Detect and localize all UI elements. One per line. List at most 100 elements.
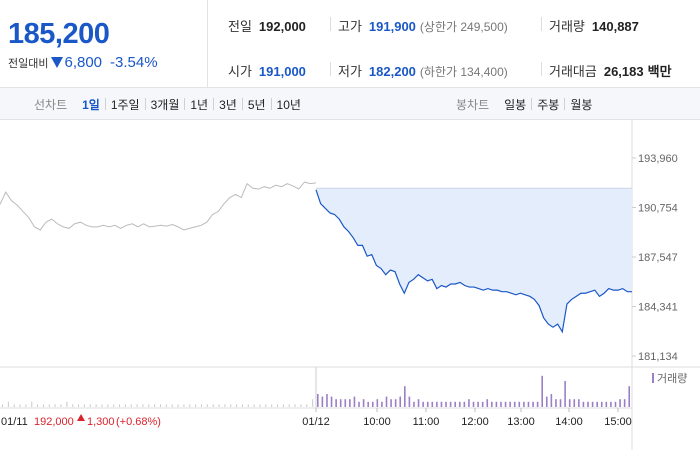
volume-bar-prev — [218, 404, 220, 407]
volume-bar — [417, 399, 420, 407]
x-tick-label: 12:00 — [461, 416, 489, 428]
volume-bar — [495, 401, 498, 407]
toolbar-divider — [184, 98, 186, 110]
stat-amount: 거래대금 26,183 백만 — [549, 61, 672, 80]
volume-bar-prev — [25, 404, 27, 407]
volume-bar — [436, 401, 438, 407]
volume-bar — [326, 394, 328, 407]
volume-bar — [454, 401, 456, 407]
candle-tab-1[interactable]: 주봉 — [537, 97, 560, 112]
toolbar-divider — [564, 98, 566, 110]
up-arrow-icon — [77, 414, 85, 421]
line-chart-periods: 선차트 1일 1주일 3개월 1년 3년 5년 10년 — [34, 88, 306, 120]
volume-bar-prev — [300, 404, 302, 407]
volume-bar — [541, 375, 544, 407]
volume-bar — [513, 401, 516, 407]
volume-bar — [321, 396, 324, 407]
volume-bar-prev — [119, 404, 121, 407]
toolbar-divider — [270, 98, 272, 110]
x-tick-label: 01/12 — [302, 416, 330, 428]
volume-bar-prev — [13, 404, 15, 407]
volume-bar-prev — [7, 401, 9, 407]
volume-bar — [582, 401, 585, 407]
toolbar-divider — [213, 98, 215, 110]
volume-bar-prev — [37, 404, 39, 407]
volume-bar-prev — [294, 404, 296, 407]
volume-bar-prev — [189, 404, 191, 407]
volume-bar — [463, 401, 466, 407]
volume-bar — [596, 401, 598, 407]
change-percent: -3.54% — [110, 54, 158, 71]
stat-label: 거래대금 — [549, 64, 597, 79]
stat-open: 시가 191,000 — [228, 61, 306, 80]
volume-bar — [614, 401, 617, 407]
volume-bar-prev — [160, 404, 161, 407]
volume-bar — [344, 399, 347, 407]
volume-bar — [600, 401, 603, 407]
volume-bar — [491, 401, 493, 407]
period-tab-3[interactable]: 1년 — [190, 97, 209, 112]
stat-prev-close: 전일 192,000 — [228, 16, 306, 35]
volume-legend-label: 거래량 — [657, 372, 687, 385]
volume-bar-prev — [212, 404, 214, 407]
volume-bar — [376, 399, 379, 407]
candle-tab-0[interactable]: 일봉 — [504, 97, 527, 112]
stat-limit: (하한가 134,400) — [419, 65, 508, 79]
y-tick-label: 190,754 — [638, 203, 678, 215]
volume-bar-prev — [83, 404, 85, 407]
volume-bar — [568, 399, 571, 407]
change-label: 전일대비 — [8, 57, 49, 70]
volume-bar — [385, 396, 388, 407]
volume-bar — [619, 399, 621, 407]
volume-bar — [431, 401, 434, 407]
volume-bar-prev — [183, 404, 185, 407]
volume-bar — [413, 401, 415, 407]
stat-label: 고가 — [338, 19, 362, 34]
volume-bar-prev — [78, 404, 80, 407]
volume-bar-prev — [124, 404, 126, 407]
candle-tab-2[interactable]: 월봉 — [570, 97, 593, 112]
volume-bar — [564, 381, 566, 407]
period-tab-5[interactable]: 5년 — [247, 97, 266, 112]
toolbar-divider — [531, 98, 533, 110]
period-tab-4[interactable]: 3년 — [219, 97, 237, 112]
volume-bar — [426, 401, 429, 407]
volume-bar-prev — [247, 404, 249, 407]
volume-bar-prev — [31, 401, 33, 407]
period-tab-2[interactable]: 3개월 — [150, 97, 180, 112]
period-tab-0[interactable]: 1일 — [82, 97, 100, 112]
volume-bar — [330, 396, 333, 407]
volume-bar-prev — [165, 404, 167, 407]
volume-bar — [399, 396, 402, 407]
price-chart: 193,960 190,754 187,547 184,341 181,134 거래량 01… — [0, 120, 700, 450]
volume-bar-prev — [154, 404, 156, 407]
volume-bar — [362, 399, 365, 407]
volume-bar — [339, 399, 342, 407]
stat-high: 고가 191,900 (상한가 249,500) — [338, 16, 508, 35]
volume-bar — [605, 401, 608, 407]
volume-bar — [317, 394, 319, 407]
stat-label: 시가 — [228, 64, 252, 79]
volume-bar — [628, 386, 631, 407]
volume-bar — [335, 399, 337, 407]
volume-bar — [404, 386, 406, 407]
volume-bar-prev — [259, 404, 261, 407]
volume-bar-prev — [271, 404, 273, 407]
period-tab-6[interactable]: 10년 — [276, 97, 301, 112]
volume-bar — [349, 399, 351, 407]
volume-bar — [472, 401, 475, 407]
stat-value: 191,000 — [258, 64, 306, 79]
volume-bar — [468, 399, 470, 407]
volume-bar-prev — [107, 404, 109, 407]
divider — [541, 17, 542, 31]
x-tick-label: 15:00 — [604, 416, 632, 428]
volume-bar — [422, 401, 424, 407]
line-chart-label: 선차트 — [34, 97, 68, 112]
candle-chart-label: 봉차트 — [456, 97, 490, 112]
volume-bar — [532, 401, 534, 407]
today-area-fill — [316, 188, 632, 332]
volume-bar-prev — [306, 404, 308, 407]
volume-bar — [486, 399, 489, 407]
period-tab-1[interactable]: 1주일 — [110, 97, 140, 112]
stat-low: 저가 182,200 (하한가 134,400) — [338, 61, 508, 80]
